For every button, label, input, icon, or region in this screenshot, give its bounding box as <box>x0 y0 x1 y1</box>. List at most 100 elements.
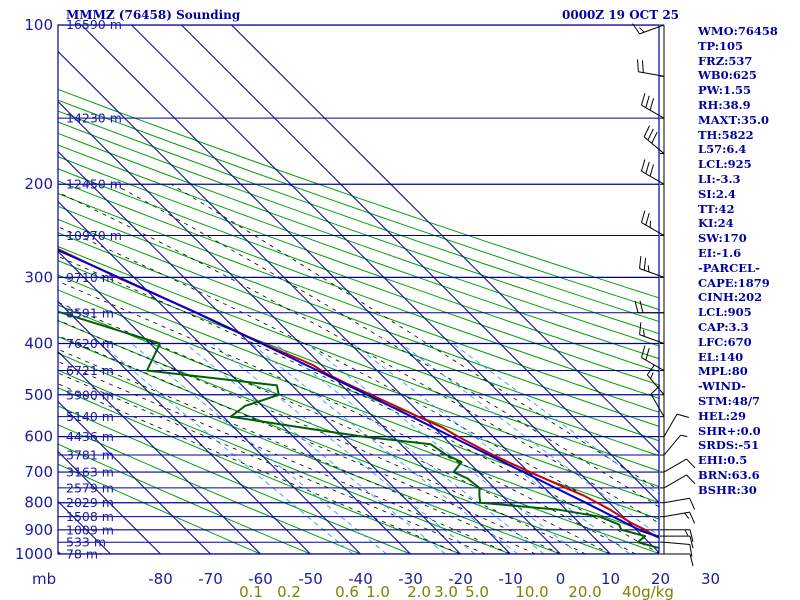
dry-adiabat <box>58 121 659 335</box>
dewpoint-line <box>58 310 659 550</box>
dry-adiabat <box>58 260 659 488</box>
dry-adiabat <box>58 132 659 347</box>
index-value: TH:5822 <box>698 127 754 142</box>
mixing-ratio-line <box>274 343 545 554</box>
temperature-tick-label: -50 <box>298 570 323 588</box>
mixing-ratio-label: 3.0 <box>434 583 458 600</box>
dry-adiabat <box>58 232 659 457</box>
index-value: STM:48/7 <box>698 393 761 408</box>
wind-barb <box>641 345 665 371</box>
dry-adiabat <box>58 168 659 386</box>
pressure-tick-label: 300 <box>24 268 53 286</box>
height-label: 4436 m <box>66 429 114 444</box>
dry-adiabat <box>58 246 659 472</box>
wind-barb <box>663 434 688 456</box>
mixing-ratio-line <box>452 343 659 495</box>
mixing-ratio-label: 2.0 <box>407 583 431 600</box>
mixing-ratio-label: 40g/kg <box>622 583 674 600</box>
index-value: MAXT:35.0 <box>698 112 769 127</box>
pressure-tick-label: 600 <box>24 428 53 446</box>
wind-barb <box>663 497 696 510</box>
moist-adiabat <box>170 183 659 491</box>
index-value: CAPE:1879 <box>698 275 770 290</box>
parcel-line <box>58 249 659 538</box>
height-label: 8591 m <box>66 305 114 320</box>
dry-adiabat <box>58 180 659 399</box>
pressure-tick-label: 200 <box>24 175 53 193</box>
isotherm-line <box>58 400 211 554</box>
index-value: CINH:202 <box>698 290 763 305</box>
pressure-tick-label: 900 <box>24 521 53 539</box>
height-label: 78 m <box>66 547 98 562</box>
index-value: FRZ:537 <box>698 53 753 68</box>
plot-frame <box>57 24 660 555</box>
isotherm-line <box>58 300 311 554</box>
dry-adiabat <box>58 99 659 311</box>
temperature-tick-label: -30 <box>398 570 423 588</box>
isotherm-line <box>58 50 561 554</box>
dry-adiabat <box>58 156 659 373</box>
wind-barb <box>650 385 665 417</box>
mixing-ratio-label: 0.6 <box>335 583 359 600</box>
wind-barb <box>664 529 694 542</box>
index-value: PW:1.55 <box>698 83 752 98</box>
temperature-tick-label: -70 <box>198 570 223 588</box>
dry-adiabat <box>58 218 659 442</box>
mixing-ratio-label: 5.0 <box>465 583 489 600</box>
dry-adiabat <box>58 88 659 299</box>
temperature-tick-label: 10 <box>601 570 620 588</box>
isotherm-line <box>131 25 659 554</box>
temperature-tick-label: -80 <box>148 570 173 588</box>
index-value: MPL:80 <box>698 364 748 379</box>
wind-barb <box>663 511 696 524</box>
temperature-tick-label: -10 <box>498 570 523 588</box>
pressure-tick-label: 700 <box>24 463 53 481</box>
isotherm-line <box>0 25 11 554</box>
index-value: EI:-1.6 <box>698 245 742 260</box>
height-label: 5140 m <box>66 409 114 424</box>
mixing-ratio-label: 0.2 <box>277 583 301 600</box>
height-label: 6721 m <box>66 363 114 378</box>
isotherm-line <box>58 150 461 554</box>
chart-date: 0000Z 19 OCT 25 <box>562 8 680 22</box>
height-label: 2029 m <box>66 495 114 510</box>
indices-panel: WMO:76458 TP:105 FRZ:537 WB0:625 PW:1.55 RH:3… <box>698 24 778 498</box>
index-value: HEL:29 <box>698 408 746 423</box>
index-value: TT:42 <box>698 201 735 216</box>
height-label: 3781 m <box>66 448 114 463</box>
wind-barb <box>664 553 694 567</box>
index-value: SI:2.4 <box>698 186 736 201</box>
index-value: LFC:670 <box>698 334 752 349</box>
moist-adiabat <box>58 301 611 554</box>
pressure-tick-label: 500 <box>24 386 53 404</box>
height-label: 14230 m <box>66 111 122 126</box>
index-value: SRDS:-51 <box>698 438 760 453</box>
isotherm-line <box>58 250 361 554</box>
moist-adiabat <box>58 372 486 554</box>
index-value: L57:6.4 <box>698 142 747 157</box>
index-value: -PARCEL- <box>698 260 760 275</box>
index-value: WB0:625 <box>698 68 757 83</box>
wind-barb <box>663 541 693 557</box>
mixing-ratio-label: 20.0 <box>568 583 601 600</box>
wind-barb <box>641 93 665 119</box>
height-label: 9710 m <box>66 270 114 285</box>
index-value: LCL:905 <box>698 305 752 320</box>
index-value: WMO:76458 <box>698 24 778 38</box>
height-label: 12450 m <box>66 177 122 192</box>
wind-barb <box>639 322 665 344</box>
dry-adiabat <box>58 274 659 504</box>
height-label: 5900 m <box>66 387 114 402</box>
index-value: KI:24 <box>698 216 734 231</box>
height-label: 1009 m <box>66 522 114 537</box>
chart-title: MMMZ (76458) Sounding <box>66 8 241 22</box>
x-axis-unit-label: mb <box>32 570 56 588</box>
temperature-tick-label: -20 <box>448 570 473 588</box>
height-label: 2579 m <box>66 480 114 495</box>
wind-barb <box>664 535 694 549</box>
height-label: 10970 m <box>66 228 122 243</box>
index-value: EHI:0.5 <box>698 453 748 468</box>
temperature-tick-label: 0 <box>556 570 566 588</box>
height-label: 7620 m <box>66 336 114 351</box>
